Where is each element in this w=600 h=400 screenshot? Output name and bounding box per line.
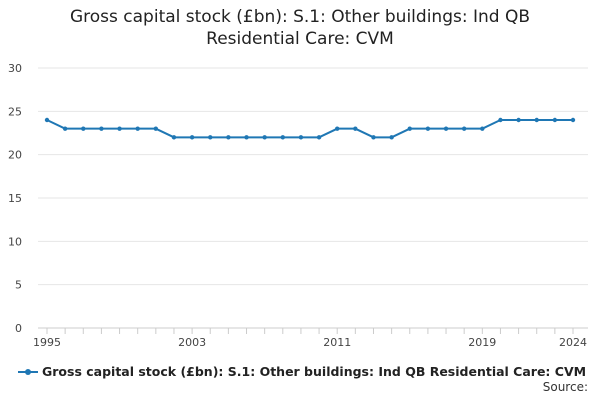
- x-tick-label: 2024: [559, 336, 587, 349]
- legend-series-label: Gross capital stock (£bn): S.1: Other bu…: [42, 364, 587, 379]
- data-point: [44, 117, 50, 123]
- data-point: [407, 126, 412, 131]
- data-point: [516, 117, 521, 123]
- y-tick-label: 15: [8, 192, 22, 205]
- chart-title-line-1: Gross capital stock (£bn): S.1: Other bu…: [69, 7, 530, 27]
- y-tick-label: 25: [8, 105, 22, 118]
- x-tick-label: 1995: [33, 336, 61, 349]
- data-point: [81, 126, 86, 131]
- data-point: [280, 135, 285, 140]
- data-point: [262, 135, 267, 140]
- data-point: [135, 126, 140, 131]
- data-point: [443, 126, 449, 131]
- data-point: [298, 135, 304, 140]
- series-line: [46, 119, 573, 139]
- data-point: [371, 135, 376, 140]
- data-point: [99, 126, 104, 131]
- x-tick-label: 2019: [468, 336, 496, 349]
- x-tick-label: 2003: [178, 336, 206, 349]
- data-point: [171, 135, 177, 140]
- data-point: [316, 135, 322, 140]
- chart-title: Gross capital stock (£bn): S.1: Other bu…: [0, 6, 600, 50]
- source-label: Source:: [542, 380, 588, 394]
- data-point: [353, 126, 358, 131]
- chart-title-line-2: Residential Care: CVM: [206, 29, 394, 49]
- legend-series-marker: [18, 367, 38, 377]
- data-point: [480, 126, 485, 131]
- legend[interactable]: Gross capital stock (£bn): S.1: Other bu…: [18, 364, 586, 379]
- y-tick-label: 5: [15, 279, 22, 292]
- data-point: [534, 117, 539, 123]
- data-point: [570, 117, 576, 123]
- data-point: [244, 135, 249, 140]
- data-point: [208, 135, 213, 140]
- y-tick-label: 30: [8, 62, 22, 75]
- data-point: [189, 135, 195, 140]
- data-point: [62, 126, 68, 131]
- data-point: [425, 126, 431, 131]
- data-point: [153, 126, 159, 131]
- data-point: [461, 126, 467, 131]
- y-tick-label: 10: [8, 235, 22, 248]
- data-point: [498, 117, 503, 123]
- data-point: [226, 135, 231, 140]
- data-point: [389, 135, 394, 140]
- y-tick-label: 0: [15, 322, 22, 335]
- data-point: [117, 126, 122, 131]
- y-tick-label: 20: [8, 149, 22, 162]
- data-point: [552, 117, 558, 123]
- data-point: [335, 126, 340, 131]
- x-tick-label: 2011: [323, 336, 351, 349]
